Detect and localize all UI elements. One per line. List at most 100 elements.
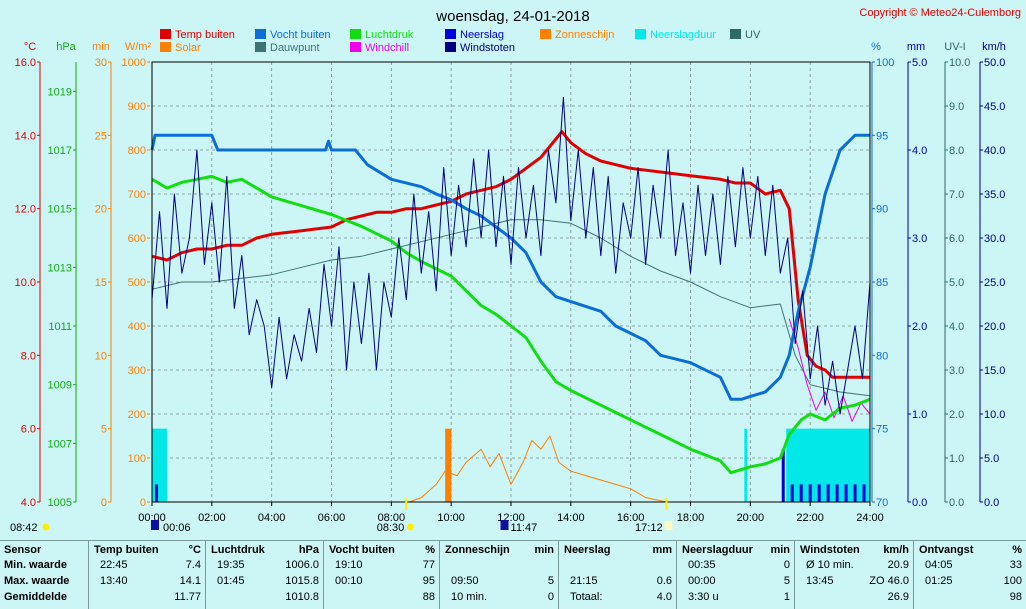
axis-tick-label-right: 10.0 (984, 409, 1005, 421)
axis-tick-label-left: 0 (101, 497, 107, 509)
stats-table: Sensor Min. waarde Max. waarde Gemiddelde Te… (0, 540, 1026, 609)
stats-header-label: Windstoten (800, 544, 860, 556)
stats-data-row (560, 558, 676, 572)
axis-tick-label-right: 4.0 (912, 145, 927, 157)
stats-cell-value: 5 (783, 575, 790, 587)
axis-tick-label-left: 1015 (48, 204, 72, 216)
sun-icon (406, 523, 414, 531)
stats-data-row: 10 min. 0 (441, 590, 558, 604)
axis-tick-label-left: 500 (128, 277, 146, 289)
legend-label: Windstoten (460, 42, 515, 54)
axis-tick-label-left: 15 (95, 277, 107, 289)
axis-tick-label-left: 25 (95, 130, 107, 142)
stats-data-row: 88 (325, 590, 439, 604)
legend-swatch (350, 42, 361, 52)
axis-tick-label-right: 0.0 (949, 497, 964, 509)
stats-cell-time: 22:45 (100, 559, 128, 571)
axis-tick-label-right: 50.0 (984, 57, 1005, 69)
axis-tick-label-left: 20 (95, 204, 107, 216)
axis-unit-left: °C (24, 41, 36, 53)
stats-column: Luchtdruk hPa 19:35 1006.0 01:45 1015.8 1010.8 (207, 541, 323, 609)
stats-cell-value: 33 (1009, 559, 1022, 571)
axis-unit-right: mm (907, 41, 925, 53)
stats-header-row: Temp buiten °C (90, 543, 205, 557)
stats-cell-time: 00:35 (688, 559, 716, 571)
series-line-dauwpunt (151, 219, 871, 397)
legend-swatch (160, 42, 171, 52)
axis-tick-label-left: 12.0 (15, 204, 36, 216)
stats-column: Temp buiten °C 22:45 7.4 13:40 14.1 11.77 (90, 541, 205, 609)
stats-header-label: Neerslag (564, 544, 611, 556)
axis-tick-label-left: 700 (128, 189, 146, 201)
axis-tick-label-right: 90 (876, 204, 888, 216)
axis-tick-label-x: 08:00 (378, 512, 406, 524)
axis-tick-label-right: 35.0 (984, 189, 1005, 201)
legend-swatch (255, 29, 266, 39)
stats-cell-value: 20.9 (887, 559, 909, 571)
stats-cell-time: 13:40 (100, 575, 128, 587)
axis-tick-label-right: 85 (876, 277, 888, 289)
stats-column: Windstoten km/h Ø 10 min. 20.9 13:45 ZO 46.0 2… (796, 541, 913, 609)
axis-unit-right: % (871, 41, 881, 53)
series-line-solar (409, 435, 667, 503)
sun-low-time: 00:06 (163, 522, 191, 534)
axis-tick-label-right: 1.0 (912, 409, 927, 421)
stats-cell-value: 1006.0 (285, 559, 319, 571)
bar-neerslag (844, 484, 848, 502)
stats-cell-time: 10 min. (451, 591, 488, 603)
axis-tick-label-x: 06:00 (318, 512, 346, 524)
stats-data-row: 09:50 5 (441, 574, 558, 588)
stats-data-row: 11.77 (90, 590, 205, 604)
stats-data-row: 3:30 u 1 (678, 590, 794, 604)
sun-icon (42, 523, 50, 531)
axis-tick-label-left: 14.0 (15, 130, 36, 142)
legend-label: UV (745, 29, 761, 41)
stats-cell-time: 01:45 (217, 575, 245, 587)
stats-header-row: Luchtdruk hPa (207, 543, 323, 557)
stats-header-label: Temp buiten (94, 544, 159, 556)
stats-cell-value: 7.4 (185, 559, 201, 571)
stats-data-row: 1010.8 (207, 590, 323, 604)
axis-tick-label-right: 6.0 (949, 233, 964, 245)
axis-tick-label-x: 16:00 (617, 512, 645, 524)
axis-tick-label-right: 0.0 (984, 497, 999, 509)
series-line-luchtdruk (151, 174, 871, 475)
legend-swatch (350, 29, 361, 39)
series-line-windstoten (151, 96, 871, 415)
stats-cell-time: 19:35 (217, 559, 245, 571)
stats-header-row: Neerslagduur min (678, 543, 794, 557)
axis-tick-label-x: 14:00 (557, 512, 585, 524)
legend-swatch (160, 29, 171, 39)
axis-tick-label-left: 200 (128, 409, 146, 421)
stats-row-label: Max. waarde (4, 575, 70, 587)
axis-tick-label-left: 1005 (48, 497, 72, 509)
axis-tick-label-right: 80 (876, 350, 888, 362)
stats-cell-time: 00:00 (688, 575, 716, 587)
stats-column: Neerslag mm 21:15 0.6 Totaal: 4.0 (560, 541, 676, 609)
axis-tick-label-left: 4.0 (21, 497, 36, 509)
legend-swatch (255, 42, 266, 52)
axis-unit-left: min (92, 41, 110, 53)
axis-tick-label-right: 2.0 (949, 409, 964, 421)
stats-header-unit: km/h (883, 544, 909, 556)
stats-row-label: Gemiddelde (4, 591, 67, 603)
axis-tick-label-right: 45.0 (984, 101, 1005, 113)
stats-column: Ontvangst% 04:05 33 01:25 100 98 (915, 541, 1026, 609)
stats-data-row: 01:45 1015.8 (207, 574, 323, 588)
bar-neerslag (835, 484, 839, 502)
axis-tick-label-left: 1007 (48, 438, 72, 450)
axis-unit-right: UV-I (944, 41, 965, 53)
bar-neerslagduur (152, 428, 167, 502)
stats-cell-time: 3:30 u (688, 591, 719, 603)
axis-tick-label-right: 30.0 (984, 233, 1005, 245)
stats-separator (676, 541, 677, 609)
stats-separator (913, 541, 914, 609)
axis-tick-label-left: 6.0 (21, 424, 36, 436)
axis-tick-label-left: 30 (95, 57, 107, 69)
axis-tick-label-right: 100 (876, 57, 894, 69)
axis-tick-label-left: 5 (101, 424, 107, 436)
stats-cell-time: Ø 10 min. (806, 559, 854, 571)
stats-cell-value: ZO 46.0 (869, 575, 909, 587)
stats-header-label: Vocht buiten (329, 544, 395, 556)
stats-header-label: Ontvangst (919, 544, 974, 556)
